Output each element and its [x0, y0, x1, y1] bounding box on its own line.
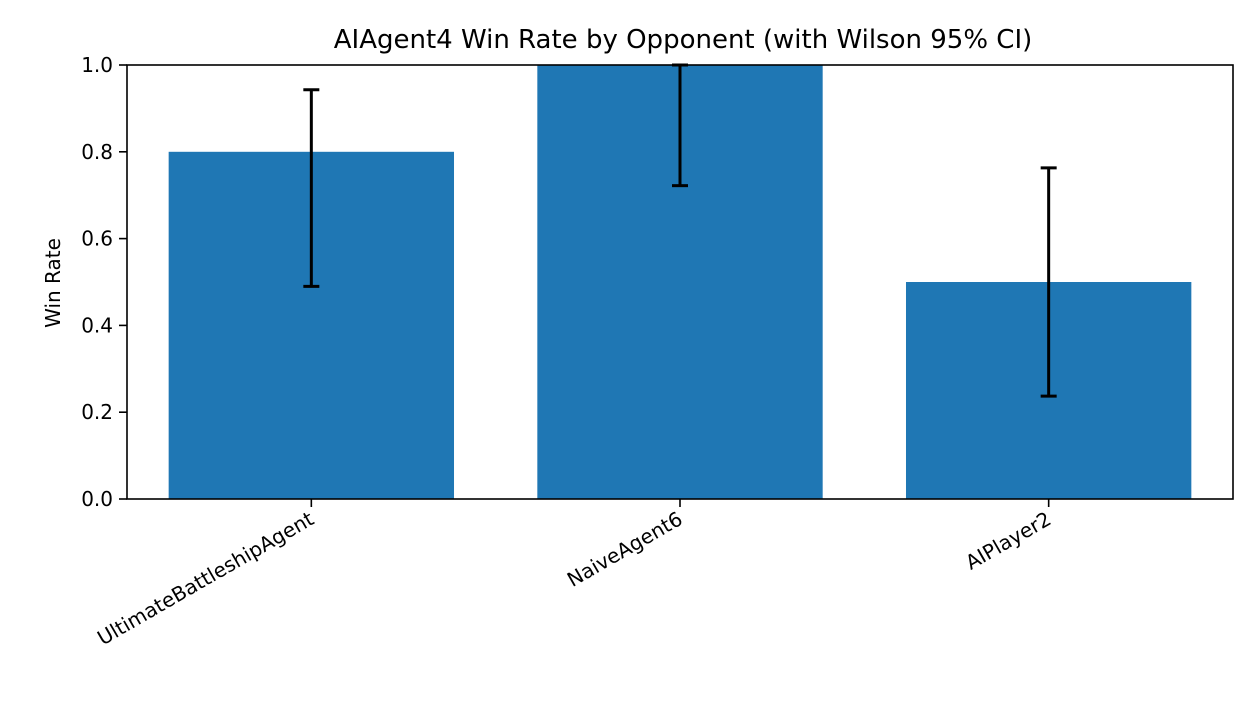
x-tick-label: UltimateBattleshipAgent [93, 506, 318, 650]
y-tick-label: 0.2 [81, 400, 113, 424]
y-tick-label: 0.8 [81, 140, 113, 164]
y-tick-label: 0.4 [81, 313, 113, 337]
y-tick-label: 0.6 [81, 227, 113, 251]
x-axis: UltimateBattleshipAgent NaiveAgent6 AIPlay… [93, 499, 1055, 650]
y-tick-label: 0.0 [81, 487, 113, 511]
errorbar-2 [1040, 166, 1057, 398]
errorbar-0 [303, 88, 320, 288]
x-tick-label: NaiveAgent6 [563, 507, 687, 592]
errorbars-group [303, 63, 1057, 398]
chart-title: AIAgent4 Win Rate by Opponent (with Wils… [334, 25, 1033, 55]
x-tick-label: AIPlayer2 [961, 507, 1055, 575]
plot-frame [126, 64, 1234, 500]
y-axis-label: Win Rate [41, 238, 65, 328]
y-axis: 0.0 0.2 0.4 0.6 0.8 1.0 [81, 53, 127, 511]
y-tick-label: 1.0 [81, 53, 113, 77]
